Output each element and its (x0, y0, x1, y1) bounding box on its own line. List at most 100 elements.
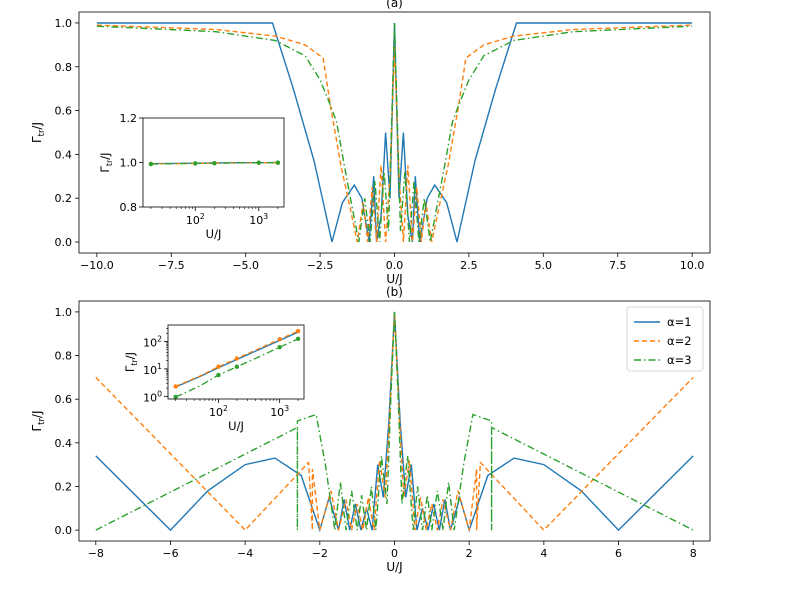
inset-y-tick-label: 102 (143, 335, 162, 350)
panel-b: (b) −8 −6 −4 −2 0 2 4 6 8 0.0 0.2 0.4 0.6 0.8 1.0 U/J Γtr… (30, 285, 711, 574)
x-tick-label: −5.0 (232, 259, 259, 272)
x-tick-label: 10.0 (680, 259, 705, 272)
inset-marker (193, 161, 198, 166)
inset-x-tick-label-exp: 3 (263, 212, 268, 221)
series-line-alpha2 (96, 24, 693, 243)
inset-y-tick-label-exp: 0 (157, 389, 162, 398)
inset-x-tick-label-base: 10 (249, 214, 263, 227)
y-label-sub: tr (105, 159, 114, 166)
inset-y-tick-label: 101 (143, 362, 162, 377)
x-tick-label: 4 (540, 547, 547, 560)
panel-title: (b) (386, 285, 403, 299)
inset-x-axis-label: U/J (228, 419, 244, 433)
inset-marker (277, 337, 282, 342)
inset-marker (173, 384, 178, 389)
series-line-alpha3 (95, 311, 694, 531)
legend-label-alpha3: α=3 (667, 353, 692, 367)
x-tick-label: 8 (690, 547, 697, 560)
inset-y-tick-label: 1.0 (120, 157, 138, 170)
y-tick-label: 0.8 (55, 350, 73, 363)
inset-y-tick-label: 0.8 (120, 201, 138, 214)
x-axis-label: U/J (386, 272, 402, 286)
inset-x-tick-label-exp: 2 (223, 404, 228, 413)
y-axis-label: Γtr/J (30, 410, 46, 431)
inset-marker (212, 160, 217, 166)
x-tick-label: −8 (88, 547, 104, 560)
inset-frame (167, 324, 305, 400)
inset-marker (256, 160, 261, 165)
x-tick-label: −6 (162, 547, 178, 560)
y-axis-label: Γtr/J (30, 122, 46, 143)
y-axis-label: Γtr/J (123, 352, 139, 372)
y-tick-label: 0.6 (55, 105, 73, 118)
y-tick-label: 0.6 (55, 393, 73, 406)
panel-a: (a) −10.0 −7.5 −5.0 −2.5 0.0 2.5 5.0 7.5 10.0 0.0 0… (30, 0, 711, 286)
y-tick-label: 0.0 (55, 236, 73, 249)
y-tick-label: 1.0 (55, 17, 73, 30)
inset-background (168, 325, 304, 399)
x-tick-label: −2 (312, 547, 328, 560)
x-tick-label: 0.0 (386, 259, 404, 272)
y-tick-label: 0.2 (55, 480, 73, 493)
y-label-tail: /J (30, 122, 44, 130)
x-tick-label: −10.0 (80, 259, 114, 272)
y-label-tail: /J (123, 352, 137, 359)
series-line-alpha2 (95, 311, 694, 532)
x-tick-label: 2 (466, 547, 473, 560)
y-label-main: Γ (123, 365, 137, 372)
legend-label-alpha2: α=2 (667, 334, 692, 348)
inset-y-tick-label-base: 10 (143, 337, 157, 350)
inset-x-tick-label-base: 10 (270, 406, 284, 419)
legend: α=1 α=2 α=3 (626, 306, 704, 372)
y-label-sub: tr (36, 418, 46, 425)
panel-title: (a) (386, 0, 403, 10)
inset-marker (216, 364, 221, 369)
y-label-tail: /J (98, 152, 112, 159)
y-label-tail: /J (30, 410, 44, 418)
inset-y-tick-label-base: 10 (143, 364, 157, 377)
inset-x-tick-label-base: 10 (186, 214, 200, 227)
inset-x-tick-label-base: 10 (209, 406, 223, 419)
inset-y-tick-label: 1.2 (120, 112, 138, 125)
inset-y-tick-label: 100 (143, 389, 162, 404)
x-tick-label: 7.5 (609, 259, 627, 272)
y-tick-label: 0.4 (55, 148, 73, 161)
inset-marker (277, 344, 282, 350)
inset-marker (216, 372, 221, 378)
y-label-main: Γ (30, 136, 44, 143)
legend-label-alpha1: α=1 (667, 315, 692, 329)
y-tick-label: 0.0 (55, 524, 73, 537)
x-tick-label: 2.5 (460, 259, 478, 272)
inset-x-tick-label: 102 (209, 404, 228, 419)
inset-y-tick-label-exp: 1 (157, 362, 162, 371)
inset-x-tick-label: 103 (249, 212, 268, 227)
series-line-alpha3 (96, 22, 693, 243)
y-label-sub: tr (36, 129, 46, 136)
inset-marker (173, 394, 178, 400)
x-tick-label: −7.5 (158, 259, 185, 272)
x-tick-label: 0 (391, 547, 398, 560)
inset-x-tick-label: 103 (270, 404, 289, 419)
inset-y-tick-label-base: 10 (143, 391, 157, 404)
y-label-main: Γ (98, 166, 112, 173)
inset-marker (234, 356, 240, 361)
x-tick-label: −2.5 (307, 259, 334, 272)
y-tick-label: 0.8 (55, 61, 73, 74)
inset-marker (275, 160, 281, 165)
inset-y-tick-label-exp: 2 (157, 335, 162, 344)
inset-marker (234, 364, 240, 369)
y-label-sub: tr (130, 359, 139, 366)
x-tick-label: 6 (615, 547, 622, 560)
x-axis-label: U/J (386, 560, 402, 574)
y-label-main: Γ (30, 425, 44, 432)
x-tick-label: 5.0 (535, 259, 553, 272)
inset-x-tick-label: 102 (186, 212, 205, 227)
x-tick-label: −4 (237, 547, 253, 560)
inset-x-tick-label-exp: 2 (200, 212, 205, 221)
inset-x-axis-label: U/J (206, 227, 222, 241)
legend-box (626, 306, 704, 372)
y-tick-label: 0.2 (55, 192, 73, 205)
